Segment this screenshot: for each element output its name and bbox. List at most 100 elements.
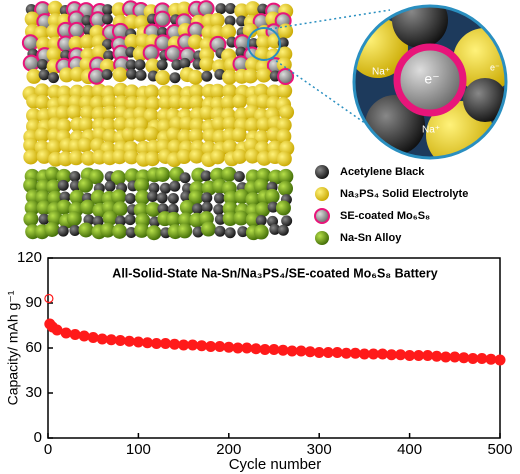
sphere	[279, 104, 295, 120]
sphere	[222, 211, 238, 227]
sphere	[189, 148, 205, 164]
sphere	[200, 221, 216, 237]
sphere	[69, 189, 85, 205]
sphere	[59, 67, 75, 83]
sphere	[125, 59, 137, 71]
sphere	[78, 117, 94, 133]
data-point	[169, 338, 181, 350]
ion-label: Na⁺	[422, 125, 440, 136]
sphere	[201, 70, 213, 82]
data-point	[214, 341, 226, 352]
sphere	[124, 193, 136, 205]
sphere	[124, 168, 140, 184]
data-point	[386, 349, 398, 361]
sphere	[23, 177, 39, 193]
sphere	[188, 128, 204, 144]
sphere	[124, 33, 140, 49]
sphere	[78, 222, 94, 238]
sphere	[101, 69, 113, 81]
data-point	[123, 335, 135, 347]
sphere	[463, 78, 506, 122]
data-point	[78, 330, 90, 342]
data-point	[413, 350, 425, 361]
legend-label: Na-Sn Alloy	[340, 232, 402, 244]
data-point	[250, 343, 262, 355]
data-point	[322, 347, 334, 358]
sphere	[21, 34, 39, 52]
legend-swatch	[315, 165, 329, 179]
zoom-border	[352, 4, 508, 160]
sphere	[47, 0, 63, 16]
sphere	[225, 3, 237, 15]
sphere	[36, 59, 48, 71]
data-point	[467, 353, 479, 364]
sphere	[200, 170, 212, 182]
data-point	[44, 293, 54, 304]
coated-particle	[393, 43, 467, 117]
sphere	[44, 221, 60, 237]
legend-swatch	[315, 187, 329, 201]
data-point	[60, 327, 72, 339]
sphere	[56, 118, 72, 134]
sphere	[281, 215, 293, 227]
sphere	[92, 215, 104, 227]
sphere	[277, 224, 289, 236]
sphere	[233, 210, 249, 226]
sphere	[277, 46, 293, 62]
sphere	[242, 23, 258, 39]
zoom-line	[271, 57, 373, 129]
sphere	[168, 94, 184, 110]
sphere	[77, 137, 93, 153]
sphere	[34, 94, 50, 110]
sphere	[188, 83, 204, 99]
sphere	[201, 192, 213, 204]
data-point	[51, 324, 63, 336]
sphere	[201, 201, 213, 213]
sphere	[146, 225, 162, 241]
sphere	[155, 70, 171, 86]
zoom-marker	[247, 27, 281, 61]
sphere	[277, 83, 293, 99]
sphere	[243, 68, 259, 84]
data-point	[96, 333, 108, 345]
sphere	[169, 180, 181, 192]
sphere	[177, 129, 193, 145]
sphere	[47, 190, 63, 206]
data-point	[178, 339, 190, 351]
data-point	[458, 352, 470, 364]
sphere	[215, 3, 227, 15]
sphere	[22, 54, 40, 72]
legend-label: Acetylene Black	[340, 166, 425, 178]
x-tick-label: 100	[126, 441, 151, 458]
sphere	[233, 171, 245, 183]
sphere	[166, 211, 182, 227]
sphere	[179, 199, 195, 215]
data-point	[132, 336, 144, 348]
sphere	[176, 1, 192, 17]
sphere	[142, 44, 160, 62]
data-point	[340, 347, 352, 359]
sphere	[155, 167, 171, 183]
sphere	[187, 69, 203, 85]
sphere	[79, 34, 95, 50]
sphere	[256, 116, 272, 132]
sphere	[188, 95, 204, 111]
data-point	[449, 351, 461, 363]
sphere	[66, 211, 82, 227]
sphere	[46, 179, 62, 195]
data-point	[304, 346, 316, 358]
sphere	[211, 116, 227, 132]
data-point	[313, 347, 325, 358]
sphere	[232, 93, 248, 109]
data-point	[277, 344, 289, 356]
sphere	[132, 126, 148, 142]
sphere	[164, 45, 182, 63]
sphere	[276, 128, 292, 144]
sphere	[167, 203, 179, 215]
sphere	[245, 1, 261, 17]
sphere	[221, 24, 237, 40]
data-point	[404, 350, 416, 361]
sphere	[220, 95, 236, 111]
data-point	[87, 332, 99, 343]
sphere	[134, 59, 146, 71]
